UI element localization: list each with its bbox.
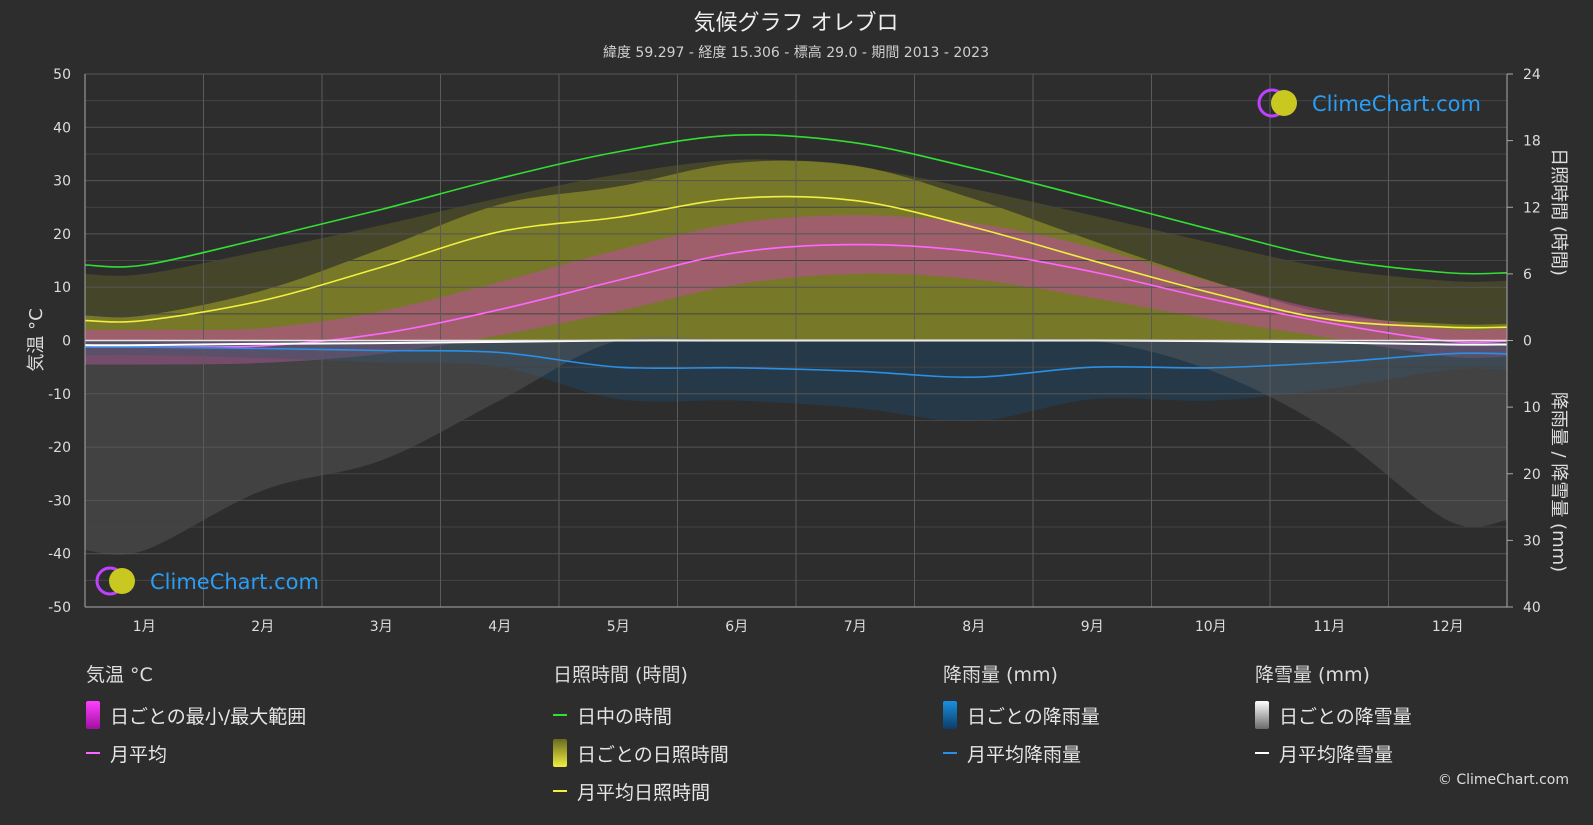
month-label: 4月	[488, 619, 511, 635]
left-tick-label: 10	[53, 280, 71, 296]
daylight-swatch-icon	[553, 714, 567, 716]
copyright: © ClimeChart.com	[1437, 772, 1569, 788]
right-sunshine-tick-label: 12	[1523, 200, 1541, 216]
left-tick-label: -40	[48, 547, 71, 563]
legend-item-daily-sunshine: 日ごとの日照時間	[553, 734, 729, 772]
chart-title: 気候グラフ オレブロ	[694, 11, 899, 36]
legend-item-daily-snow: 日ごとの降雪量	[1255, 696, 1412, 734]
legend-sunshine: 日照時間 (時間) 日中の時間 日ごとの日照時間 月平均日照時間	[553, 660, 729, 810]
legend-item-daylight: 日中の時間	[553, 696, 729, 734]
daily-rain-swatch-icon	[943, 701, 957, 729]
legend-label: 日ごとの最小/最大範囲	[110, 705, 307, 728]
month-label: 6月	[725, 619, 748, 635]
left-tick-label: -30	[48, 493, 71, 509]
right-sunshine-tick-label: 18	[1523, 134, 1541, 150]
daily-snow-swatch-icon	[1255, 701, 1269, 729]
month-label: 11月	[1313, 619, 1345, 635]
legend-snow: 降雪量 (mm) 日ごとの降雪量 月平均降雪量	[1255, 660, 1412, 772]
chart-subtitle: 緯度 59.297 - 経度 15.306 - 標高 29.0 - 期間 201…	[603, 44, 989, 61]
legend-item-mean-snow: 月平均降雪量	[1255, 734, 1412, 772]
legend-label: 月平均日照時間	[577, 781, 711, 804]
right-precip-tick-label: 30	[1523, 533, 1541, 549]
month-label: 1月	[133, 619, 156, 635]
mean-rain-line	[84, 346, 1508, 378]
left-tick-label: 40	[53, 120, 71, 136]
month-label: 3月	[370, 619, 393, 635]
legend: 気温 °C 日ごとの最小/最大範囲 月平均 日照時間 (時間) 日中の時間 日ご…	[0, 660, 1593, 810]
right-top-axis-label: 日照時間 (時間)	[1548, 148, 1569, 276]
axes: 50 40 30 20 10 0 -10 -20 -30 -40 -50 1月 2月 3月 4月 5月 6月 7月…	[48, 67, 1541, 635]
left-tick-label: 0	[62, 334, 71, 350]
chart-svg: 気候グラフ オレブロ 緯度 59.297 - 経度 15.306 - 標高 29…	[26, 11, 1569, 635]
watermark-top: ClimeChart.com	[1257, 88, 1481, 118]
left-axis-label: 気温 °C	[26, 308, 47, 371]
left-tick-label: 20	[53, 227, 71, 243]
legend-label: 日ごとの降雨量	[967, 705, 1100, 728]
left-tick-label: -20	[48, 440, 71, 456]
logo-sun-icon	[109, 568, 135, 594]
month-label: 2月	[251, 619, 274, 635]
right-sunshine-tick-label: 6	[1523, 267, 1532, 283]
month-label: 10月	[1195, 619, 1227, 635]
month-label: 5月	[607, 619, 630, 635]
left-tick-label: 50	[53, 67, 71, 83]
legend-rain: 降雨量 (mm) 日ごとの降雨量 月平均降雨量	[943, 660, 1100, 772]
legend-title-sunshine: 日照時間 (時間)	[553, 664, 688, 686]
mean-sunshine-swatch-icon	[553, 790, 567, 792]
daylight-hours-line	[84, 133, 1508, 275]
right-precip-tick-label: 10	[1523, 400, 1541, 416]
left-tick-label: 30	[53, 174, 71, 190]
month-label: 8月	[962, 619, 985, 635]
watermark-bottom: ClimeChart.com	[95, 566, 319, 596]
left-tick-label: -10	[48, 387, 71, 403]
temp-range-swatch-icon	[86, 701, 100, 729]
right-sunshine-tick-label: 24	[1523, 67, 1541, 83]
month-label: 12月	[1432, 619, 1464, 635]
right-precip-tick-label: 40	[1523, 600, 1541, 616]
legend-label: 月平均	[110, 743, 168, 766]
legend-label: 月平均降雪量	[1279, 743, 1394, 766]
series-lines	[84, 133, 1508, 378]
right-precip-tick-label: 20	[1523, 467, 1541, 483]
legend-item-mean-sunshine: 月平均日照時間	[553, 772, 729, 810]
logo-sun-icon	[1271, 90, 1297, 116]
legend-label: 日中の時間	[577, 705, 673, 728]
left-tick-label: -50	[48, 600, 71, 616]
legend-temperature: 気温 °C 日ごとの最小/最大範囲 月平均	[86, 660, 306, 772]
month-label: 9月	[1081, 619, 1104, 635]
legend-title-temperature: 気温 °C	[86, 664, 153, 686]
legend-item-temp-range: 日ごとの最小/最大範囲	[86, 696, 306, 734]
legend-item-daily-rain: 日ごとの降雨量	[943, 696, 1100, 734]
watermark-text-bottom: ClimeChart.com	[150, 570, 319, 594]
mean-rain-swatch-icon	[943, 752, 957, 754]
temp-mean-swatch-icon	[86, 752, 100, 754]
month-label: 7月	[844, 619, 867, 635]
daily-sunshine-swatch-icon	[553, 739, 567, 767]
legend-title-rain: 降雨量 (mm)	[943, 664, 1058, 686]
watermark-text-top: ClimeChart.com	[1312, 92, 1481, 116]
mean-sunshine-line	[84, 195, 1508, 329]
legend-label: 日ごとの降雪量	[1279, 705, 1412, 728]
legend-label: 月平均降雨量	[967, 743, 1082, 766]
legend-title-snow: 降雪量 (mm)	[1255, 664, 1370, 686]
right-sunshine-tick-label: 0	[1523, 334, 1532, 350]
legend-item-mean-rain: 月平均降雨量	[943, 734, 1100, 772]
legend-label: 日ごとの日照時間	[577, 743, 729, 766]
legend-item-temp-mean: 月平均	[86, 734, 306, 772]
right-bottom-axis-label: 降雨量 / 降雪量 (mm)	[1548, 392, 1569, 572]
mean-snow-swatch-icon	[1255, 752, 1269, 754]
